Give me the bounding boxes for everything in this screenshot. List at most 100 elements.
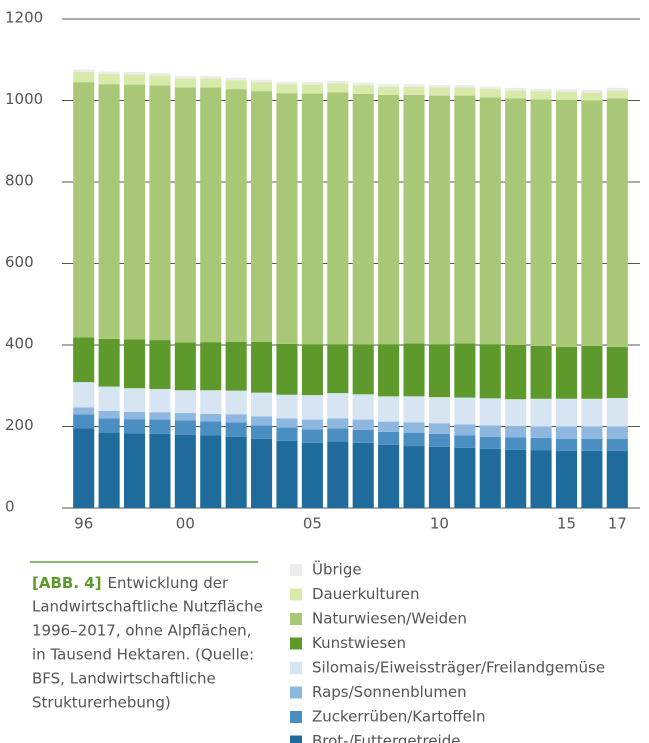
bar-segment [149, 412, 171, 420]
y-tick-label: 1200 [5, 9, 43, 27]
y-tick-label: 1000 [5, 90, 43, 108]
bar-segment [403, 94, 425, 344]
bar-segment [225, 422, 247, 437]
bar-segment [505, 399, 527, 427]
bar-segment [454, 397, 476, 425]
bar-segment [428, 95, 450, 345]
legend-swatch [290, 637, 302, 650]
bar-segment [428, 85, 450, 88]
bar-segment [428, 446, 450, 508]
bar-segment [403, 422, 425, 434]
caption-label: [ABB. 4] [32, 574, 102, 592]
bar-segment [149, 433, 171, 508]
bar-segment [555, 450, 578, 508]
bar-segment [251, 91, 273, 342]
bar-segment [327, 83, 349, 93]
bar-segment [530, 99, 552, 346]
bar-segment [454, 424, 476, 436]
bar-segment [581, 345, 603, 399]
bar-segment [403, 446, 425, 508]
bar-segment [378, 431, 400, 445]
bar-segment [479, 86, 501, 90]
bar-segment [352, 429, 374, 443]
bar-segment [606, 426, 628, 439]
y-tick-label: 0 [5, 498, 15, 516]
bar-segment [301, 82, 323, 85]
bar-segment [530, 426, 552, 438]
caption-line: Entwicklung der [108, 574, 229, 592]
bar-segment [403, 433, 425, 447]
bar-segment [454, 95, 476, 344]
bar-segment [479, 398, 501, 426]
bar-segment [301, 395, 323, 420]
bar-segment [123, 433, 146, 508]
bar-segment [174, 420, 196, 435]
bar-segment [327, 428, 349, 442]
bar-segment [301, 419, 323, 430]
bar-segment [276, 418, 298, 428]
bar-segment [352, 419, 374, 430]
bar-segment [352, 394, 374, 420]
bar-segment [454, 85, 476, 88]
bar-segment [276, 93, 298, 344]
bar-segment [555, 100, 578, 348]
legend-label: Silomais/Eiweissträger/Freilandgemüse [312, 659, 605, 677]
bar-segment [149, 340, 171, 390]
bar-segment [428, 397, 450, 424]
caption-line: BFS, Landwirtschaftliche [32, 670, 216, 688]
legend-swatch [290, 564, 302, 576]
bar-segment [378, 421, 400, 432]
bar-segment [73, 407, 95, 415]
bar-segment [225, 80, 247, 90]
bar-segment [251, 79, 273, 83]
bar-segment [479, 89, 501, 98]
bar-segment [149, 75, 171, 86]
legend-swatch [290, 613, 302, 625]
bar-segment [73, 414, 95, 429]
bar-segment [555, 347, 578, 399]
bar-segment [479, 425, 501, 437]
bar-segment [276, 84, 298, 94]
bar-segment [98, 418, 120, 433]
bar-segment [479, 344, 501, 399]
bar-segment [606, 397, 628, 427]
bar-segment [454, 435, 476, 448]
bar-segment [454, 447, 476, 508]
bar-segment [251, 341, 273, 393]
bar-segment [555, 438, 578, 451]
bar-segment [200, 76, 222, 79]
bar-segment [301, 442, 323, 508]
bar-segment [149, 85, 171, 341]
bar-segment [174, 78, 196, 88]
bar-segment [123, 84, 146, 340]
bar-segment [276, 440, 298, 508]
bar-segment [301, 93, 323, 345]
bar-segment [327, 80, 349, 84]
bar-segment [149, 389, 171, 413]
bar-segment [479, 436, 501, 449]
bar-segment [555, 398, 578, 427]
bar-segment [200, 413, 222, 422]
bar-segment [378, 444, 400, 508]
bar-segment [606, 450, 628, 508]
bar-segment [352, 442, 374, 508]
bar-segment [200, 78, 222, 88]
bar-segment [378, 396, 400, 422]
bar-segment [123, 339, 146, 389]
bar-segment [225, 414, 247, 423]
bar-segment [73, 428, 95, 508]
legend-label: Kunstwiesen [312, 634, 406, 652]
bar-segment [276, 343, 298, 395]
bar-segment [530, 345, 552, 399]
bar-segment [98, 74, 120, 85]
bar-segment [73, 337, 95, 383]
bar-segment [200, 435, 222, 508]
bar-segment [174, 76, 196, 79]
bar-segment [225, 390, 247, 415]
bar-segment [200, 87, 222, 343]
bar-segment [352, 85, 374, 94]
bar-segment [581, 426, 603, 439]
bar-segment [98, 432, 120, 508]
legend-swatch [290, 711, 302, 723]
